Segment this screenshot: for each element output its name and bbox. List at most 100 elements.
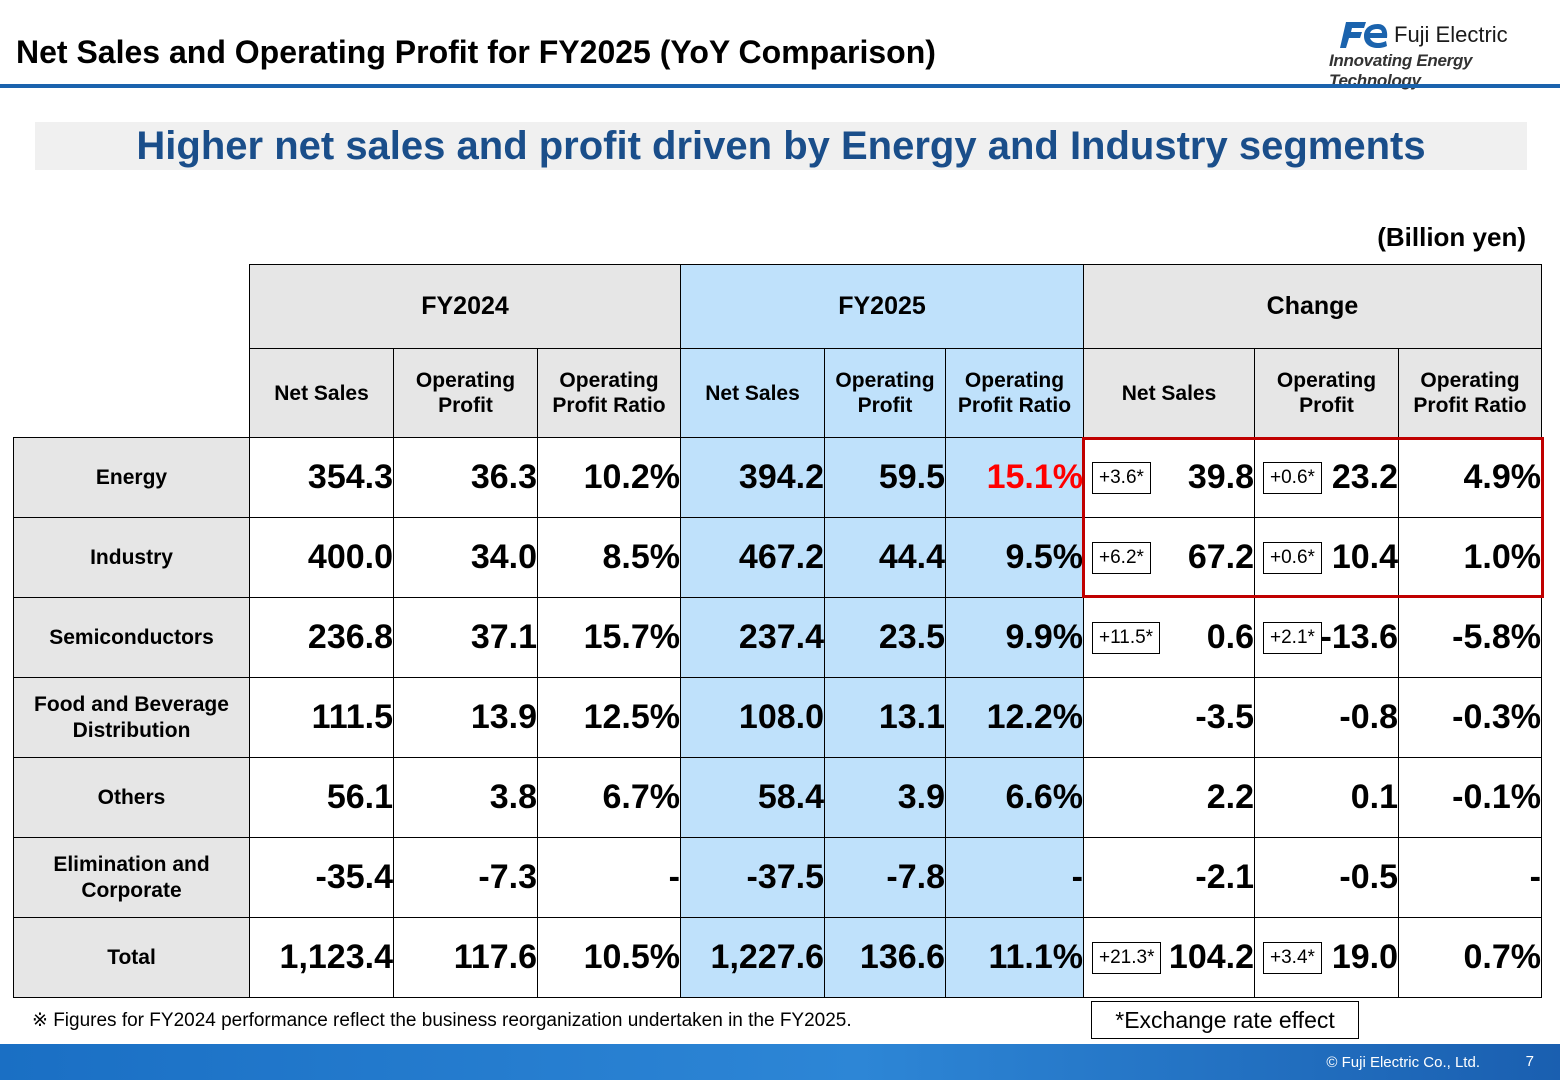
fy2025-value-cell: 1,227.6 — [680, 917, 825, 998]
change-value: -2.1 — [1195, 858, 1254, 896]
fy2024-value-cell: 8.5% — [537, 517, 681, 598]
table-group-header-row: FY2024 FY2025 Change — [13, 264, 1542, 438]
subheader-fy2025-1: Operating Profit — [824, 348, 946, 438]
fy2024-value: 36.3 — [470, 458, 537, 496]
fy2025-value: 467.2 — [738, 538, 824, 576]
change-value-cell: +6.2* 67.2 — [1083, 517, 1255, 598]
change-value-cell: -3.5 — [1083, 677, 1255, 758]
exchange-rate-effect-badge: +21.3* — [1092, 942, 1162, 974]
fy2025-value-cell: 6.6% — [945, 757, 1084, 838]
fy2024-value-cell: 236.8 — [249, 597, 394, 678]
fy2025-value-cell: 394.2 — [680, 437, 825, 518]
fy2025-value-cell: -37.5 — [680, 837, 825, 918]
fy2024-value: 3.8 — [489, 778, 537, 816]
fy2025-value: 108.0 — [738, 698, 824, 736]
subheader-fy2024-2: Operating Profit Ratio — [537, 348, 681, 438]
fuji-electric-logo: Fuji Electric Innovating Energy Technolo… — [1326, 18, 1536, 90]
fy2024-value-cell: 34.0 — [393, 517, 538, 598]
fy2025-value: 3.9 — [897, 778, 945, 816]
fy2024-value-cell: 6.7% — [537, 757, 681, 838]
subheader-fy2025-0: Net Sales — [680, 348, 825, 438]
fy2024-value-cell: 1,123.4 — [249, 917, 394, 998]
fy2025-value: 394.2 — [738, 458, 824, 496]
change-value-cell: 2.2 — [1083, 757, 1255, 838]
change-value: 0.7% — [1463, 938, 1542, 976]
fy2024-value-cell: 3.8 — [393, 757, 538, 838]
fy2024-value-cell: 36.3 — [393, 437, 538, 518]
fy2025-value: 58.4 — [757, 778, 824, 816]
change-value: 19.0 — [1331, 938, 1398, 976]
headline: Higher net sales and profit driven by En… — [136, 124, 1426, 168]
fy2024-value: - — [668, 858, 680, 896]
change-value-cell: +2.1* -13.6 — [1254, 597, 1399, 678]
fy2024-value: 354.3 — [307, 458, 393, 496]
fy2025-value-cell: 3.9 — [824, 757, 946, 838]
group-header-fy2024: FY2024 — [249, 264, 681, 349]
fy2024-value: 10.5% — [583, 938, 680, 976]
change-value-cell: +21.3* 104.2 — [1083, 917, 1255, 998]
exchange-rate-effect-badge: +11.5* — [1092, 622, 1161, 654]
change-value: 0.1 — [1350, 778, 1398, 816]
fy2025-value-cell: 59.5 — [824, 437, 946, 518]
row-label: Energy — [13, 437, 250, 518]
change-value: -13.6 — [1320, 618, 1399, 656]
copyright: © Fuji Electric Co., Ltd. — [1326, 1054, 1480, 1071]
change-value: -0.3% — [1452, 698, 1541, 736]
fy2025-value-cell: 12.2% — [945, 677, 1084, 758]
exchange-rate-effect-badge: +6.2* — [1092, 542, 1151, 574]
change-value: -0.5 — [1339, 858, 1398, 896]
group-header-fy2025: FY2025 — [680, 264, 1084, 349]
subheader-fy2024-0: Net Sales — [249, 348, 394, 438]
subheader-fy2025-2: Operating Profit Ratio — [945, 348, 1084, 438]
fy2025-value: 44.4 — [878, 538, 945, 576]
change-value-cell: -2.1 — [1083, 837, 1255, 918]
fy2024-value: 56.1 — [326, 778, 393, 816]
fy2024-value: 12.5% — [583, 698, 680, 736]
change-value-cell: 0.1 — [1254, 757, 1399, 838]
change-value: -0.8 — [1339, 698, 1398, 736]
fy2025-value-cell: -7.8 — [824, 837, 946, 918]
fy2024-value-cell: 56.1 — [249, 757, 394, 838]
table-row: Semiconductors 236.8 37.1 15.7% 237.4 23.5 9.9… — [13, 597, 1542, 678]
footnote: ※ Figures for FY2024 performance reflect… — [32, 1010, 852, 1031]
subheader-fy2024-1: Operating Profit — [393, 348, 538, 438]
change-value: 1.0% — [1463, 538, 1542, 576]
fy2024-value-cell: -35.4 — [249, 837, 394, 918]
table-row: Energy 354.3 36.3 10.2% 394.2 59.5 15.1% +3.6* 3… — [13, 437, 1542, 518]
fy2025-value: 237.4 — [738, 618, 824, 656]
fy2025-value: 59.5 — [878, 458, 945, 496]
group-header-change: Change — [1083, 264, 1542, 349]
change-value-cell: -5.8% — [1398, 597, 1542, 678]
subheader-change-1: Operating Profit — [1254, 348, 1399, 438]
fy2024-value: 236.8 — [307, 618, 393, 656]
fy2024-value-cell: -7.3 — [393, 837, 538, 918]
row-label: Semiconductors — [13, 597, 250, 678]
exchange-rate-legend: *Exchange rate effect — [1091, 1001, 1359, 1039]
change-value-cell: +11.5* 0.6 — [1083, 597, 1255, 678]
row-label: Others — [13, 757, 250, 838]
change-value: - — [1529, 858, 1541, 896]
fy2025-value: 11.1% — [988, 938, 1083, 976]
fy2024-value-cell: - — [537, 837, 681, 918]
table-row: Others 56.1 3.8 6.7% 58.4 3.9 6.6% 2.2 0.1 -0.1% — [13, 757, 1542, 838]
subheader-change-2: Operating Profit Ratio — [1398, 348, 1542, 438]
change-value-cell: 0.7% — [1398, 917, 1542, 998]
exchange-rate-effect-badge: +2.1* — [1263, 622, 1322, 654]
fy2025-value: 12.2% — [986, 698, 1083, 736]
fy2024-value-cell: 354.3 — [249, 437, 394, 518]
change-value-cell: -0.3% — [1398, 677, 1542, 758]
change-value-cell: -0.5 — [1254, 837, 1399, 918]
exchange-rate-effect-badge: +3.6* — [1092, 462, 1151, 494]
fy2025-value-cell: 23.5 — [824, 597, 946, 678]
fy2024-value-cell: 10.5% — [537, 917, 681, 998]
change-value: 4.9% — [1463, 458, 1542, 496]
fy2025-value-cell: 108.0 — [680, 677, 825, 758]
subheader-change-0: Net Sales — [1083, 348, 1255, 438]
fy2025-value-cell: - — [945, 837, 1084, 918]
fy2024-value-cell: 111.5 — [249, 677, 394, 758]
fy2024-value-cell: 400.0 — [249, 517, 394, 598]
fy2025-value: 13.1 — [878, 698, 945, 736]
fy2024-value-cell: 12.5% — [537, 677, 681, 758]
change-value: -0.1% — [1452, 778, 1541, 816]
fy2024-value: -7.3 — [478, 858, 537, 896]
